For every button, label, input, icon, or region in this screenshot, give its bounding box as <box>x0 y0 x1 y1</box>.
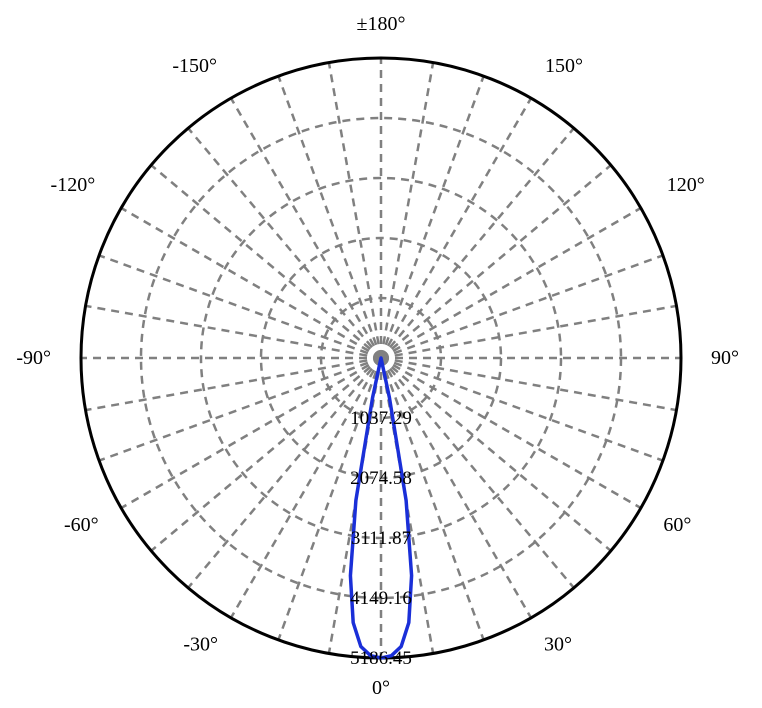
angle-label: -150° <box>172 55 217 77</box>
polar-chart: 0° 30° 60° 90° 120° 150° ±180° -150° -120° -90° -6… <box>0 0 762 708</box>
angle-label: 120° <box>667 174 705 196</box>
angle-label: 60° <box>663 514 691 536</box>
angle-label: 30° <box>544 633 572 655</box>
radial-axis-label: 3111.87 <box>351 528 411 549</box>
angle-label: ±180° <box>357 13 406 35</box>
angle-label: 150° <box>545 55 583 77</box>
radial-axis-label: 1037.29 <box>350 408 412 429</box>
angle-label: -90° <box>16 347 51 369</box>
radial-axis-label: 2074.58 <box>350 468 412 489</box>
radial-axis-label: 5186.45 <box>350 648 412 669</box>
angle-label: 0° <box>372 677 390 699</box>
angle-label: -120° <box>51 174 96 196</box>
angle-label: -60° <box>64 514 99 536</box>
radial-axis-label: 4149.16 <box>350 588 412 609</box>
angle-label: -30° <box>183 633 218 655</box>
angle-label: 90° <box>711 347 739 369</box>
